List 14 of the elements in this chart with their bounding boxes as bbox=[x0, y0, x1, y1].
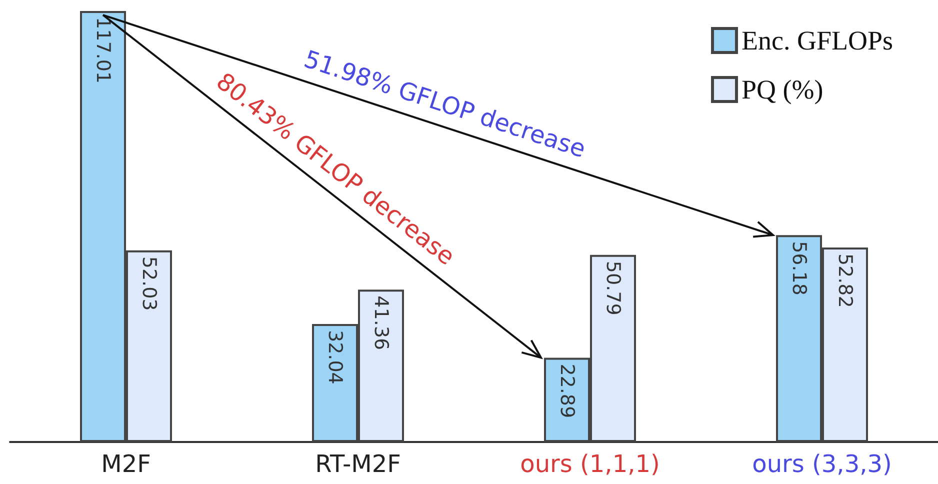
legend-label: PQ (%) bbox=[741, 74, 824, 104]
data-label: 52.82 bbox=[834, 253, 856, 308]
x-tick-label: ours (1,1,1) bbox=[520, 450, 660, 478]
data-label: 50.79 bbox=[602, 260, 624, 316]
data-label: 117.01 bbox=[92, 17, 114, 84]
legend-label: Enc. GFLOPs bbox=[741, 26, 894, 56]
data-label: 56.18 bbox=[788, 241, 810, 296]
x-tick-label: M2F bbox=[101, 450, 151, 478]
data-label: 52.03 bbox=[138, 256, 160, 311]
x-tick-label: RT-M2F bbox=[315, 450, 401, 478]
data-label: 22.89 bbox=[556, 364, 578, 418]
data-label: 41.36 bbox=[370, 296, 392, 350]
x-tick-label: ours (3,3,3) bbox=[752, 450, 892, 478]
data-label: 32.04 bbox=[324, 330, 346, 384]
